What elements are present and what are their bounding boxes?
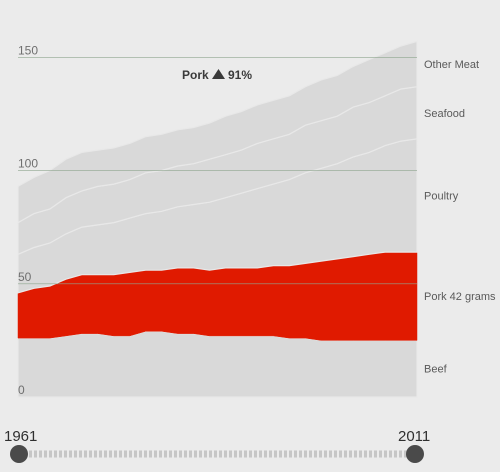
slider-end-handle[interactable]: [406, 445, 424, 463]
slider-end-label: 2011: [398, 428, 430, 445]
slider-start-handle[interactable]: [10, 445, 28, 463]
legend-other: Other Meat: [424, 59, 479, 71]
legend-beef: Beef: [424, 364, 448, 376]
y-tick-labels: 0 50 100 150: [18, 43, 38, 397]
legend-poultry: Poultry: [424, 190, 459, 202]
annotation-series: Pork: [182, 68, 209, 82]
area-beef: [17, 330, 418, 398]
slider-start-label: 1961: [4, 428, 37, 445]
y-tick-label: 150: [18, 43, 38, 57]
annotation-change: 91%: [228, 68, 252, 82]
year-range-slider[interactable]: 1961 2011: [4, 428, 430, 463]
change-annotation: Pork 91%: [182, 68, 252, 82]
area-layers: [17, 40, 418, 398]
y-tick-label: 0: [18, 383, 25, 397]
legend-seafood: Seafood: [424, 108, 465, 120]
series-legend: Beef Pork 42 grams Poultry Seafood Other Mea…: [424, 59, 496, 376]
legend-pork: Pork 42 grams: [424, 291, 496, 303]
up-triangle-icon: [212, 69, 225, 79]
area-other: [17, 40, 418, 224]
y-tick-label: 100: [18, 157, 38, 171]
y-tick-label: 50: [18, 270, 32, 284]
gridlines: [18, 56, 417, 285]
